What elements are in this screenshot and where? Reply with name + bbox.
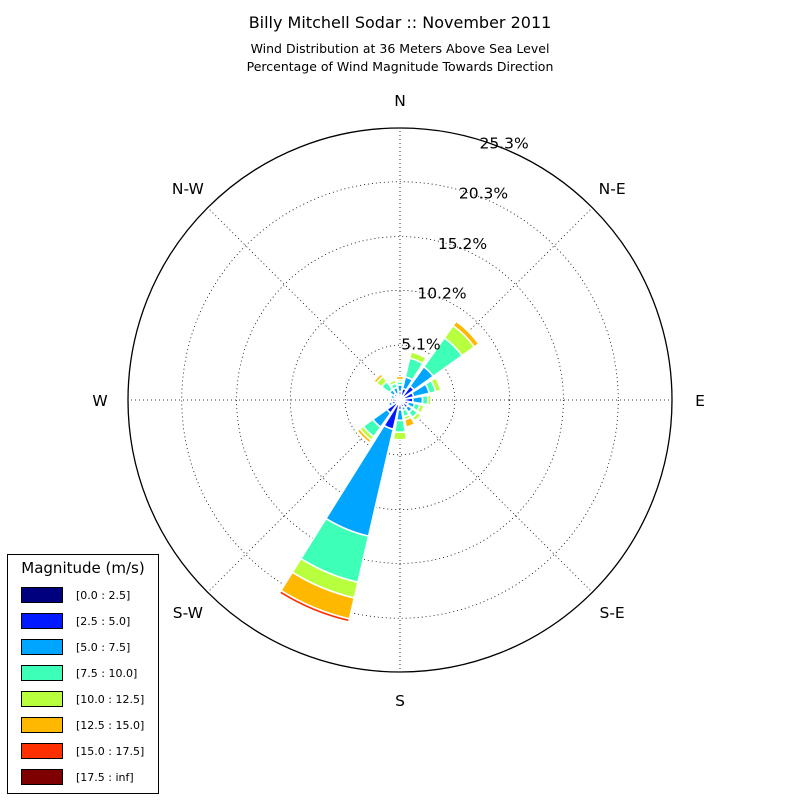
wind-rose-bar: [392, 430, 408, 441]
legend: Magnitude (m/s) [0.0 : 2.5] [2.5 : 5.0] [5…: [7, 554, 159, 794]
chart-subtitle-line2: Percentage of Wind Magnitude Towards Dir…: [246, 59, 554, 74]
wind-rose-bars: [278, 320, 480, 624]
direction-label: N-E: [599, 180, 626, 198]
chart-title: Billy Mitchell Sodar :: November 2011: [248, 13, 552, 32]
direction-spoke: [207, 399, 401, 593]
wind-rose-bar: [411, 411, 423, 423]
wind-rose-bar: [426, 393, 432, 407]
wind-rose-bar: [388, 379, 398, 387]
legend-label: [15.0 : 17.5]: [76, 745, 145, 758]
polar-labels: 5.1% 10.2% 15.2% 20.3% 25.3% N N-E E S-E S S-W W N-W: [92, 92, 705, 710]
direction-label: S-E: [600, 604, 625, 622]
direction-spoke: [399, 399, 593, 593]
radial-ring: [344, 344, 456, 456]
wind-rose-bar: [278, 589, 351, 624]
radial-tick-label: 5.1%: [401, 335, 440, 353]
legend-label: [17.5 : inf]: [76, 771, 134, 784]
legend-swatch: [21, 639, 63, 655]
wind-rose-bar: [387, 400, 394, 408]
legend-label: [2.5 : 5.0]: [76, 615, 131, 628]
legend-label: [12.5 : 15.0]: [76, 719, 145, 732]
direction-label: S-W: [173, 604, 203, 622]
wind-rose-bar: [416, 403, 426, 415]
chart-subtitle-line1: Wind Distribution at 36 Meters Above Sea…: [250, 41, 550, 56]
direction-label: N-W: [172, 180, 204, 198]
legend-swatch: [21, 613, 63, 629]
legend-swatch: [21, 587, 63, 603]
legend-label: [5.0 : 7.5]: [76, 641, 131, 654]
radial-tick-label: 10.2%: [417, 285, 466, 303]
polar-grid: [127, 127, 673, 673]
direction-label: S: [395, 692, 405, 710]
wind-rose-bar: [324, 424, 395, 538]
legend-swatch: [21, 769, 63, 785]
legend-label: [7.5 : 10.0]: [76, 667, 138, 680]
legend-swatch: [21, 717, 63, 733]
legend-swatch: [21, 743, 63, 759]
wind-rose-bar: [429, 376, 442, 393]
legend-label: [10.0 : 12.5]: [76, 693, 145, 706]
wind-rose-bar: [393, 419, 407, 434]
wind-rose-bar: [355, 427, 373, 445]
wind-rose-bar: [403, 416, 416, 429]
wind-rose-bar: [451, 320, 480, 349]
radial-ring: [236, 236, 564, 564]
radial-ring: [181, 181, 619, 619]
wind-rose-bar: [372, 372, 385, 385]
radial-tick-label: 15.2%: [438, 235, 487, 253]
wind-rose-bar: [395, 375, 405, 381]
radial-ring: [289, 289, 511, 511]
direction-spoke: [207, 207, 401, 401]
direction-label: W: [92, 392, 107, 410]
direction-spoke: [399, 207, 593, 401]
direction-label: N: [394, 92, 406, 110]
direction-label: E: [695, 392, 705, 410]
legend-swatch: [21, 665, 63, 681]
wind-rose-bar: [408, 350, 428, 365]
legend-title: Magnitude (m/s): [21, 559, 145, 577]
radial-tick-label: 25.3%: [479, 135, 528, 153]
legend-swatch: [21, 691, 63, 707]
legend-label: [0.0 : 2.5]: [76, 589, 131, 602]
outer-ring: [127, 127, 673, 673]
radial-tick-label: 20.3%: [459, 184, 508, 202]
